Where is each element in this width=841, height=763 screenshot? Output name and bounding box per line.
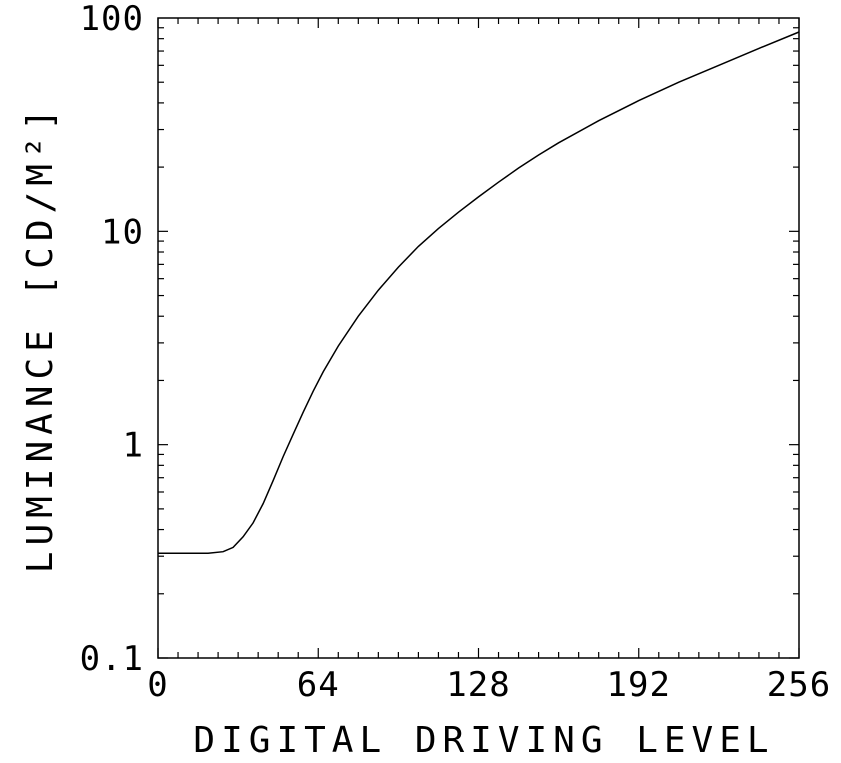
x-tick-label: 192 [607, 665, 671, 705]
x-tick-label: 0 [147, 665, 168, 705]
x-tick-label: 64 [297, 665, 340, 705]
y-tick-label: 1 [123, 426, 144, 466]
plot-frame [157, 17, 800, 659]
luminance-curve [158, 31, 800, 554]
x-axis-label: DIGITAL DRIVING LEVEL [193, 720, 774, 761]
y-tick-label: 0.1 [80, 639, 144, 679]
x-axis-ticks: 0 64 128 192 256 [147, 18, 831, 705]
y-tick-label: 100 [80, 0, 144, 39]
x-tick-label: 256 [767, 665, 831, 705]
x-tick-label: 128 [446, 665, 510, 705]
y-axis-ticks: 0.1 1 10 100 [80, 0, 799, 679]
y-axis-label: LUMINANCE [CD/M²] [20, 103, 61, 573]
y-tick-label: 10 [101, 212, 144, 252]
